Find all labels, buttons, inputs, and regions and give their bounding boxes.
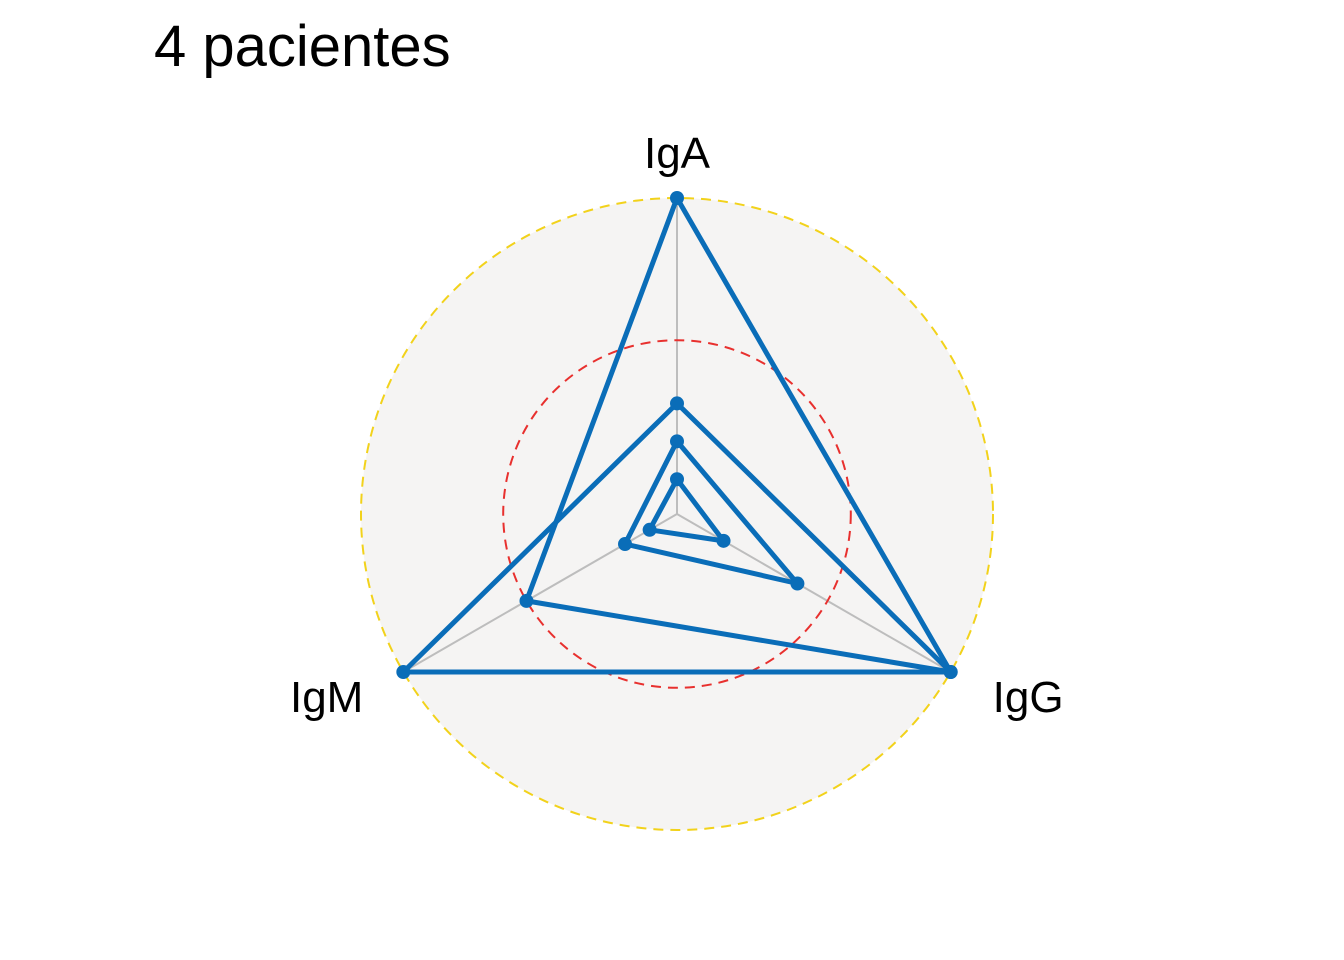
series-3-point-igg (790, 576, 805, 591)
axis-label-igg: IgG (993, 673, 1064, 722)
series-2-point-igm (396, 665, 411, 679)
axis-label-igm: IgM (290, 673, 363, 722)
series-line-4 (647, 476, 726, 544)
series-2-point-iga (670, 396, 684, 411)
chart-title: 4 pacientes (154, 14, 451, 79)
series-2-point-igg (943, 665, 958, 679)
series-line-2 (400, 400, 954, 675)
series-4-point-igg (716, 533, 731, 548)
axis-spoke-igm (402, 513, 678, 673)
series-1-point-igm (519, 593, 534, 608)
series-line-1 (524, 195, 954, 675)
plot-area: IgA IgG IgM (290, 129, 1064, 831)
series-line-3 (622, 438, 800, 586)
reference-ring-1 (502, 339, 852, 689)
axis-label-iga: IgA (644, 129, 711, 178)
series-4-point-iga (670, 472, 684, 487)
series-3-point-iga (670, 434, 684, 449)
series-1-point-iga (670, 191, 684, 205)
series-3-point-igm (618, 537, 633, 552)
series-4-point-igm (642, 522, 657, 537)
